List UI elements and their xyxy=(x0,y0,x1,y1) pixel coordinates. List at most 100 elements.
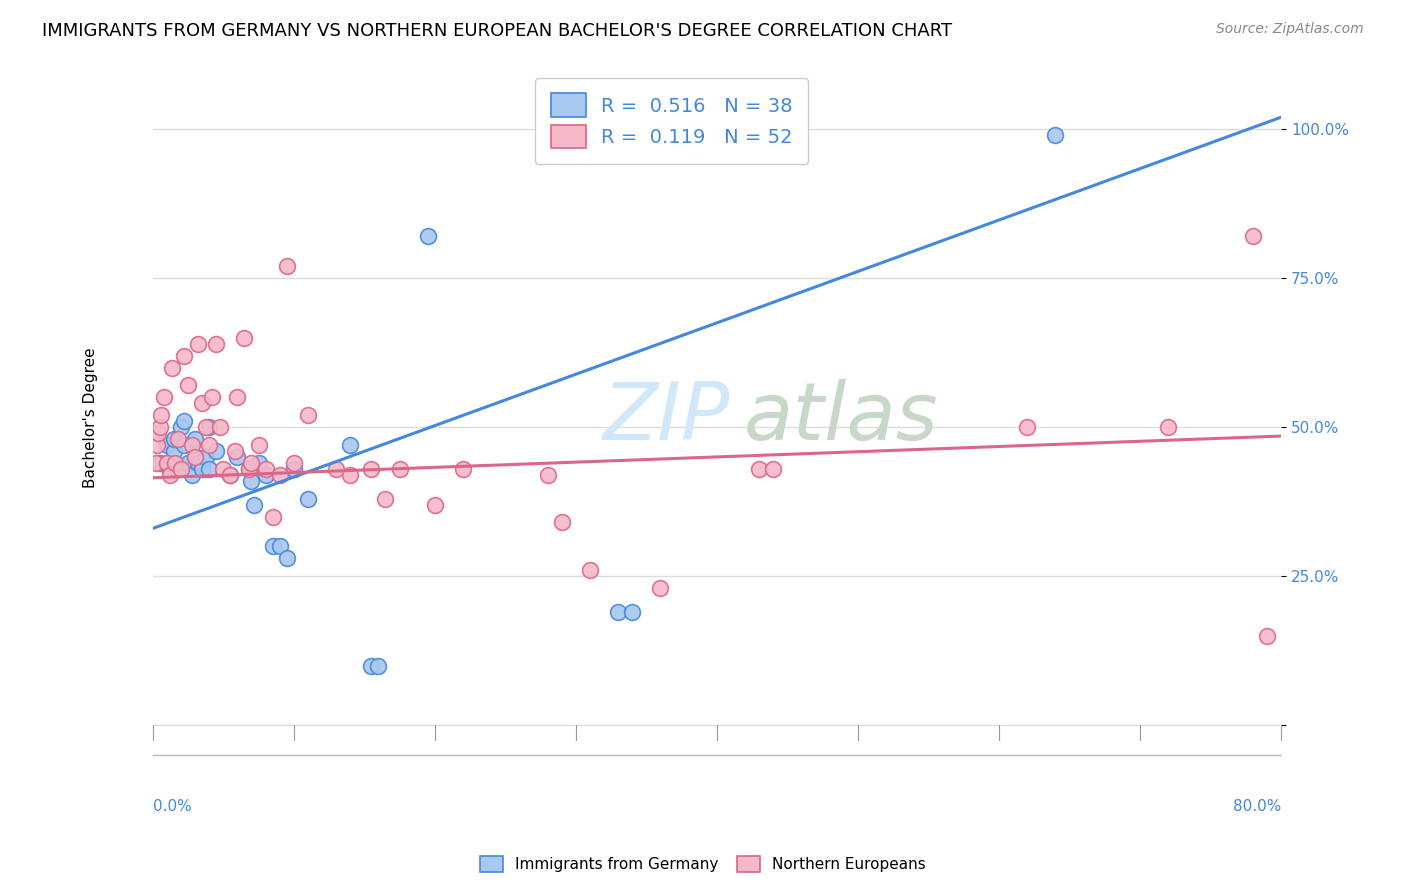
Legend: R =  0.516   N = 38, R =  0.119   N = 52: R = 0.516 N = 38, R = 0.119 N = 52 xyxy=(536,78,808,164)
Point xyxy=(205,444,228,458)
Point xyxy=(173,349,195,363)
Point xyxy=(416,229,439,244)
Point xyxy=(195,450,218,464)
Point xyxy=(1256,629,1278,643)
Point xyxy=(162,360,184,375)
Point xyxy=(1045,128,1067,142)
Point xyxy=(159,467,181,482)
Point xyxy=(276,551,298,566)
Point xyxy=(240,474,263,488)
Point xyxy=(187,456,209,470)
Point xyxy=(650,581,672,595)
Point xyxy=(156,438,179,452)
Point xyxy=(201,390,224,404)
Point xyxy=(195,420,218,434)
Point xyxy=(1017,420,1039,434)
Point xyxy=(748,462,770,476)
Point xyxy=(184,432,207,446)
Point xyxy=(283,456,305,470)
Point xyxy=(254,462,277,476)
Point xyxy=(607,605,630,619)
Point xyxy=(170,420,193,434)
Point xyxy=(247,456,270,470)
Point xyxy=(238,462,260,476)
Point xyxy=(374,491,396,506)
Point xyxy=(247,438,270,452)
Text: 80.0%: 80.0% xyxy=(1233,798,1281,814)
Point xyxy=(360,658,382,673)
Point xyxy=(146,438,169,452)
Point xyxy=(243,498,266,512)
Point xyxy=(177,378,200,392)
Point xyxy=(219,467,242,482)
Point xyxy=(1241,229,1264,244)
Point xyxy=(269,467,291,482)
Point xyxy=(159,462,181,476)
Point xyxy=(537,467,560,482)
Point xyxy=(451,462,474,476)
Point xyxy=(163,444,186,458)
Point xyxy=(184,450,207,464)
Point xyxy=(173,438,195,452)
Point xyxy=(283,462,305,476)
Point xyxy=(276,259,298,273)
Point xyxy=(339,467,361,482)
Point xyxy=(167,462,190,476)
Point xyxy=(153,390,176,404)
Point xyxy=(165,456,187,470)
Point xyxy=(367,658,389,673)
Point xyxy=(1157,420,1180,434)
Point xyxy=(150,408,173,422)
Point xyxy=(205,336,228,351)
Point xyxy=(551,516,574,530)
Point xyxy=(170,462,193,476)
Point xyxy=(224,444,246,458)
Point xyxy=(226,450,249,464)
Point xyxy=(149,420,172,434)
Point xyxy=(339,438,361,452)
Point xyxy=(233,331,256,345)
Point xyxy=(149,456,172,470)
Text: Bachelor's Degree: Bachelor's Degree xyxy=(83,348,98,489)
Point xyxy=(388,462,411,476)
Point xyxy=(191,462,214,476)
Point xyxy=(325,462,347,476)
Point xyxy=(198,462,221,476)
Point xyxy=(148,426,170,441)
Point xyxy=(297,408,319,422)
Point xyxy=(360,462,382,476)
Point xyxy=(238,462,260,476)
Point xyxy=(254,467,277,482)
Point xyxy=(212,462,235,476)
Text: Source: ZipAtlas.com: Source: ZipAtlas.com xyxy=(1216,22,1364,37)
Point xyxy=(156,456,179,470)
Point xyxy=(579,563,602,577)
Point xyxy=(145,456,167,470)
Point xyxy=(184,450,207,464)
Point xyxy=(181,467,204,482)
Point xyxy=(219,467,242,482)
Legend: Immigrants from Germany, Northern Europeans: Immigrants from Germany, Northern Europe… xyxy=(472,848,934,880)
Point xyxy=(226,390,249,404)
Point xyxy=(621,605,644,619)
Point xyxy=(240,456,263,470)
Point xyxy=(167,432,190,446)
Point xyxy=(262,539,284,553)
Point xyxy=(297,491,319,506)
Point xyxy=(423,498,446,512)
Point xyxy=(198,438,221,452)
Point xyxy=(187,336,209,351)
Text: IMMIGRANTS FROM GERMANY VS NORTHERN EUROPEAN BACHELOR'S DEGREE CORRELATION CHART: IMMIGRANTS FROM GERMANY VS NORTHERN EURO… xyxy=(42,22,952,40)
Point xyxy=(191,396,214,410)
Text: atlas: atlas xyxy=(744,379,938,458)
Point xyxy=(173,414,195,428)
Point xyxy=(163,432,186,446)
Point xyxy=(198,420,221,434)
Point xyxy=(262,509,284,524)
Point xyxy=(734,134,756,148)
Point xyxy=(762,462,785,476)
Text: ZIP: ZIP xyxy=(602,379,730,458)
Point xyxy=(181,438,204,452)
Point xyxy=(177,456,200,470)
Point xyxy=(269,539,291,553)
